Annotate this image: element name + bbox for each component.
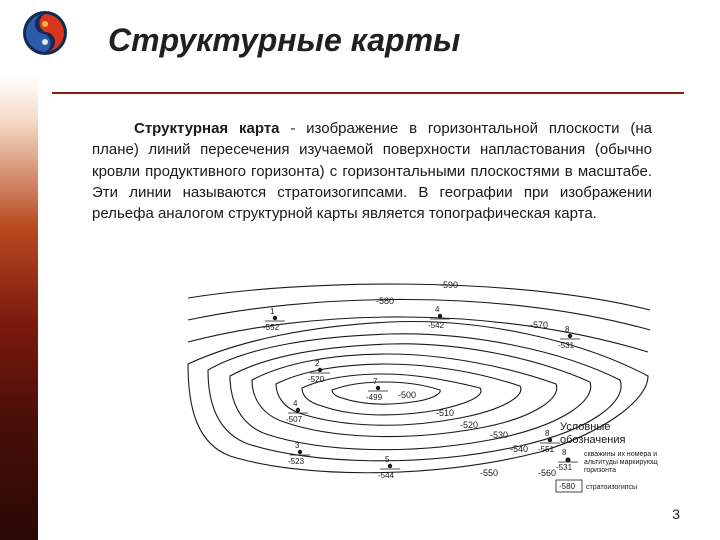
contour-label: -500 — [398, 390, 416, 400]
svg-text:-542: -542 — [428, 321, 445, 330]
slide-title: Структурные карты — [108, 22, 460, 59]
svg-text:5: 5 — [385, 455, 390, 464]
svg-text:-551: -551 — [538, 445, 555, 454]
contour-label: -560 — [538, 468, 556, 478]
page-number: 3 — [672, 506, 680, 522]
contour-line — [188, 284, 650, 310]
svg-text:-507: -507 — [286, 415, 303, 424]
logo — [22, 10, 68, 56]
legend-well-alt: -531 — [556, 463, 573, 472]
legend-item1-l3: горизонта — [584, 467, 616, 474]
body-paragraph: Структурная карта - изображение в горизо… — [92, 118, 652, 224]
legend-item1-l2: альтитуды маркирующего — [584, 459, 658, 466]
contour-line — [188, 299, 650, 330]
legend-item2: стратоизогипсы — [586, 484, 637, 491]
svg-text:-531: -531 — [558, 341, 575, 350]
well-marker: 5 -544 — [378, 455, 400, 480]
contour-label: -590 — [440, 280, 458, 290]
svg-text:4: 4 — [293, 399, 298, 408]
legend-item1-l1: скважины их номера и — [584, 451, 657, 458]
contour-label: -540 — [510, 444, 528, 454]
svg-text:-499: -499 — [366, 393, 383, 402]
svg-text:-523: -523 — [288, 457, 305, 466]
svg-text:-552: -552 — [263, 323, 280, 332]
contour-line — [302, 374, 481, 415]
well-marker: 7 -499 — [366, 377, 388, 402]
svg-text:7: 7 — [373, 377, 378, 386]
contour-line — [332, 382, 440, 404]
horizontal-rule — [52, 92, 684, 94]
svg-text:8: 8 — [545, 429, 550, 438]
well-marker: 1 -552 — [263, 307, 285, 332]
contour-label: -580 — [376, 296, 394, 306]
svg-text:2: 2 — [315, 359, 320, 368]
well-marker: 3 -523 — [288, 441, 310, 466]
contour-label: -510 — [436, 408, 454, 418]
contour-label: -550 — [480, 468, 498, 478]
legend-title-2: обозначения — [560, 434, 625, 446]
svg-text:8: 8 — [565, 325, 570, 334]
contour-label: -520 — [460, 420, 478, 430]
legend-contour-sample: -580 — [559, 482, 576, 491]
svg-text:1: 1 — [270, 307, 275, 316]
legend-well-num: 8 — [562, 448, 567, 457]
lead-term: Структурная карта — [134, 120, 280, 137]
contour-map-figure: -590 -580 -570 -500 -510 -520 -530-540 -550 -560… — [180, 280, 658, 510]
contour-label: -570 — [530, 320, 548, 330]
side-gradient-strip — [0, 0, 38, 540]
well-marker: 4 -507 — [286, 399, 308, 424]
svg-text:-520: -520 — [308, 375, 325, 384]
legend-title-1: Условные — [560, 421, 610, 433]
svg-text:3: 3 — [295, 441, 300, 450]
svg-text:-544: -544 — [378, 471, 395, 480]
contour-label: -530 — [490, 430, 508, 440]
svg-text:4: 4 — [435, 305, 440, 314]
well-marker: 8 -551 — [538, 429, 560, 454]
